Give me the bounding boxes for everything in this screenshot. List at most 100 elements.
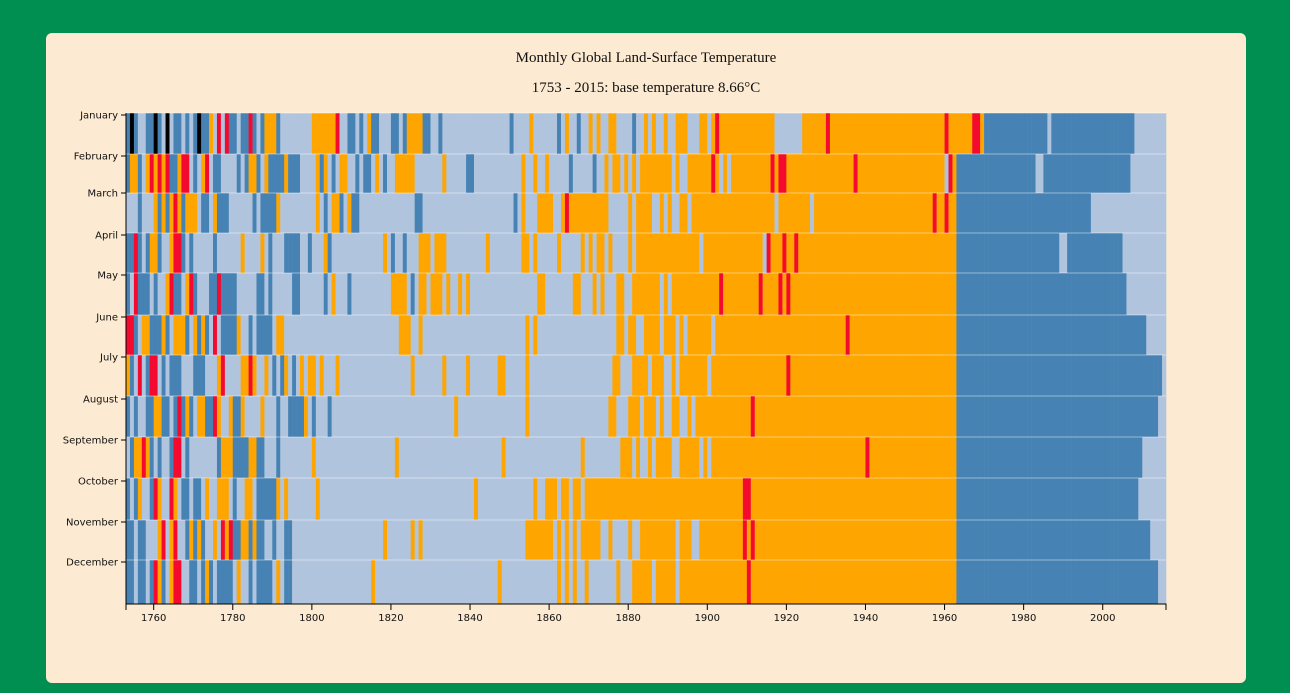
heatmap-cell[interactable] — [600, 520, 605, 560]
heatmap-cell[interactable] — [912, 113, 918, 154]
heatmap-cell[interactable] — [193, 154, 198, 193]
heatmap-cell[interactable] — [901, 113, 906, 154]
heatmap-cell[interactable] — [956, 233, 961, 273]
heatmap-cell[interactable] — [173, 315, 178, 355]
heatmap-cell[interactable] — [497, 193, 502, 233]
heatmap-cell[interactable] — [450, 560, 455, 604]
heatmap-cell[interactable] — [905, 520, 910, 560]
heatmap-cell[interactable] — [193, 396, 198, 437]
heatmap-cell[interactable] — [786, 355, 791, 396]
heatmap-cell[interactable] — [853, 396, 858, 437]
heatmap-cell[interactable] — [928, 520, 933, 560]
heatmap-cell[interactable] — [406, 437, 412, 478]
heatmap-cell[interactable] — [185, 560, 190, 604]
heatmap-cell[interactable] — [394, 520, 400, 560]
heatmap-cell[interactable] — [1118, 355, 1123, 396]
heatmap-cell[interactable] — [778, 560, 783, 604]
heatmap-cell[interactable] — [604, 113, 609, 154]
heatmap-cell[interactable] — [758, 478, 763, 520]
heatmap-cell[interactable] — [924, 193, 930, 233]
heatmap-cell[interactable] — [1114, 355, 1119, 396]
heatmap-cell[interactable] — [386, 396, 392, 437]
heatmap-cell[interactable] — [205, 437, 210, 478]
heatmap-cell[interactable] — [984, 396, 989, 437]
heatmap-cell[interactable] — [572, 560, 578, 604]
heatmap-cell[interactable] — [129, 560, 135, 604]
heatmap-cell[interactable] — [430, 478, 435, 520]
heatmap-cell[interactable] — [588, 233, 593, 273]
heatmap-cell[interactable] — [948, 233, 953, 273]
heatmap-cell[interactable] — [335, 520, 340, 560]
heatmap-cell[interactable] — [837, 478, 843, 520]
heatmap-cell[interactable] — [307, 396, 313, 437]
heatmap-cell[interactable] — [1102, 154, 1107, 193]
heatmap-cell[interactable] — [224, 437, 230, 478]
heatmap-cell[interactable] — [307, 478, 313, 520]
heatmap-cell[interactable] — [853, 233, 858, 273]
heatmap-cell[interactable] — [924, 113, 930, 154]
heatmap-cell[interactable] — [774, 113, 779, 154]
heatmap-cell[interactable] — [782, 273, 787, 315]
heatmap-cell[interactable] — [794, 193, 799, 233]
heatmap-cell[interactable] — [916, 478, 922, 520]
heatmap-cell[interactable] — [497, 560, 502, 604]
heatmap-cell[interactable] — [624, 478, 629, 520]
heatmap-cell[interactable] — [984, 520, 989, 560]
heatmap-cell[interactable] — [501, 113, 506, 154]
heatmap-cell[interactable] — [513, 437, 518, 478]
heatmap-cell[interactable] — [833, 437, 839, 478]
heatmap-cell[interactable] — [841, 273, 846, 315]
heatmap-cell[interactable] — [1023, 396, 1028, 437]
heatmap-cell[interactable] — [173, 193, 178, 233]
heatmap-cell[interactable] — [209, 233, 214, 273]
heatmap-cell[interactable] — [640, 355, 645, 396]
heatmap-cell[interactable] — [450, 437, 455, 478]
heatmap-cell[interactable] — [833, 396, 839, 437]
heatmap-cell[interactable] — [1142, 396, 1147, 437]
heatmap-cell[interactable] — [719, 193, 724, 233]
heatmap-cell[interactable] — [430, 233, 435, 273]
heatmap-cell[interactable] — [473, 437, 479, 478]
heatmap-cell[interactable] — [727, 154, 732, 193]
heatmap-cell[interactable] — [952, 355, 957, 396]
heatmap-cell[interactable] — [541, 396, 546, 437]
heatmap-cell[interactable] — [462, 233, 467, 273]
heatmap-cell[interactable] — [1090, 437, 1096, 478]
heatmap-cell[interactable] — [386, 560, 392, 604]
heatmap-cell[interactable] — [307, 315, 313, 355]
heatmap-cell[interactable] — [580, 560, 585, 604]
heatmap-cell[interactable] — [434, 113, 439, 154]
heatmap-cell[interactable] — [916, 315, 922, 355]
heatmap-cell[interactable] — [663, 273, 669, 315]
heatmap-cell[interactable] — [220, 273, 226, 315]
heatmap-cell[interactable] — [1011, 113, 1017, 154]
heatmap-cell[interactable] — [473, 113, 479, 154]
heatmap-cell[interactable] — [145, 154, 151, 193]
heatmap-cell[interactable] — [604, 560, 609, 604]
heatmap-cell[interactable] — [651, 437, 657, 478]
heatmap-cell[interactable] — [980, 154, 985, 193]
heatmap-cell[interactable] — [533, 478, 538, 520]
heatmap-cell[interactable] — [541, 478, 546, 520]
heatmap-cell[interactable] — [137, 154, 143, 193]
heatmap-cell[interactable] — [1019, 396, 1024, 437]
heatmap-cell[interactable] — [841, 437, 846, 478]
heatmap-cell[interactable] — [331, 437, 336, 478]
heatmap-cell[interactable] — [667, 113, 672, 154]
heatmap-cell[interactable] — [165, 396, 170, 437]
heatmap-cell[interactable] — [774, 233, 779, 273]
heatmap-cell[interactable] — [1007, 478, 1013, 520]
heatmap-cell[interactable] — [758, 154, 763, 193]
heatmap-cell[interactable] — [719, 560, 724, 604]
heatmap-cell[interactable] — [209, 520, 214, 560]
heatmap-cell[interactable] — [912, 273, 918, 315]
heatmap-cell[interactable] — [1118, 520, 1123, 560]
heatmap-cell[interactable] — [1158, 355, 1163, 396]
heatmap-cell[interactable] — [1019, 154, 1024, 193]
heatmap-cell[interactable] — [936, 396, 941, 437]
heatmap-cell[interactable] — [406, 315, 412, 355]
heatmap-cell[interactable] — [560, 437, 566, 478]
heatmap-cell[interactable] — [667, 355, 672, 396]
heatmap-cell[interactable] — [845, 154, 850, 193]
heatmap-cell[interactable] — [470, 154, 475, 193]
